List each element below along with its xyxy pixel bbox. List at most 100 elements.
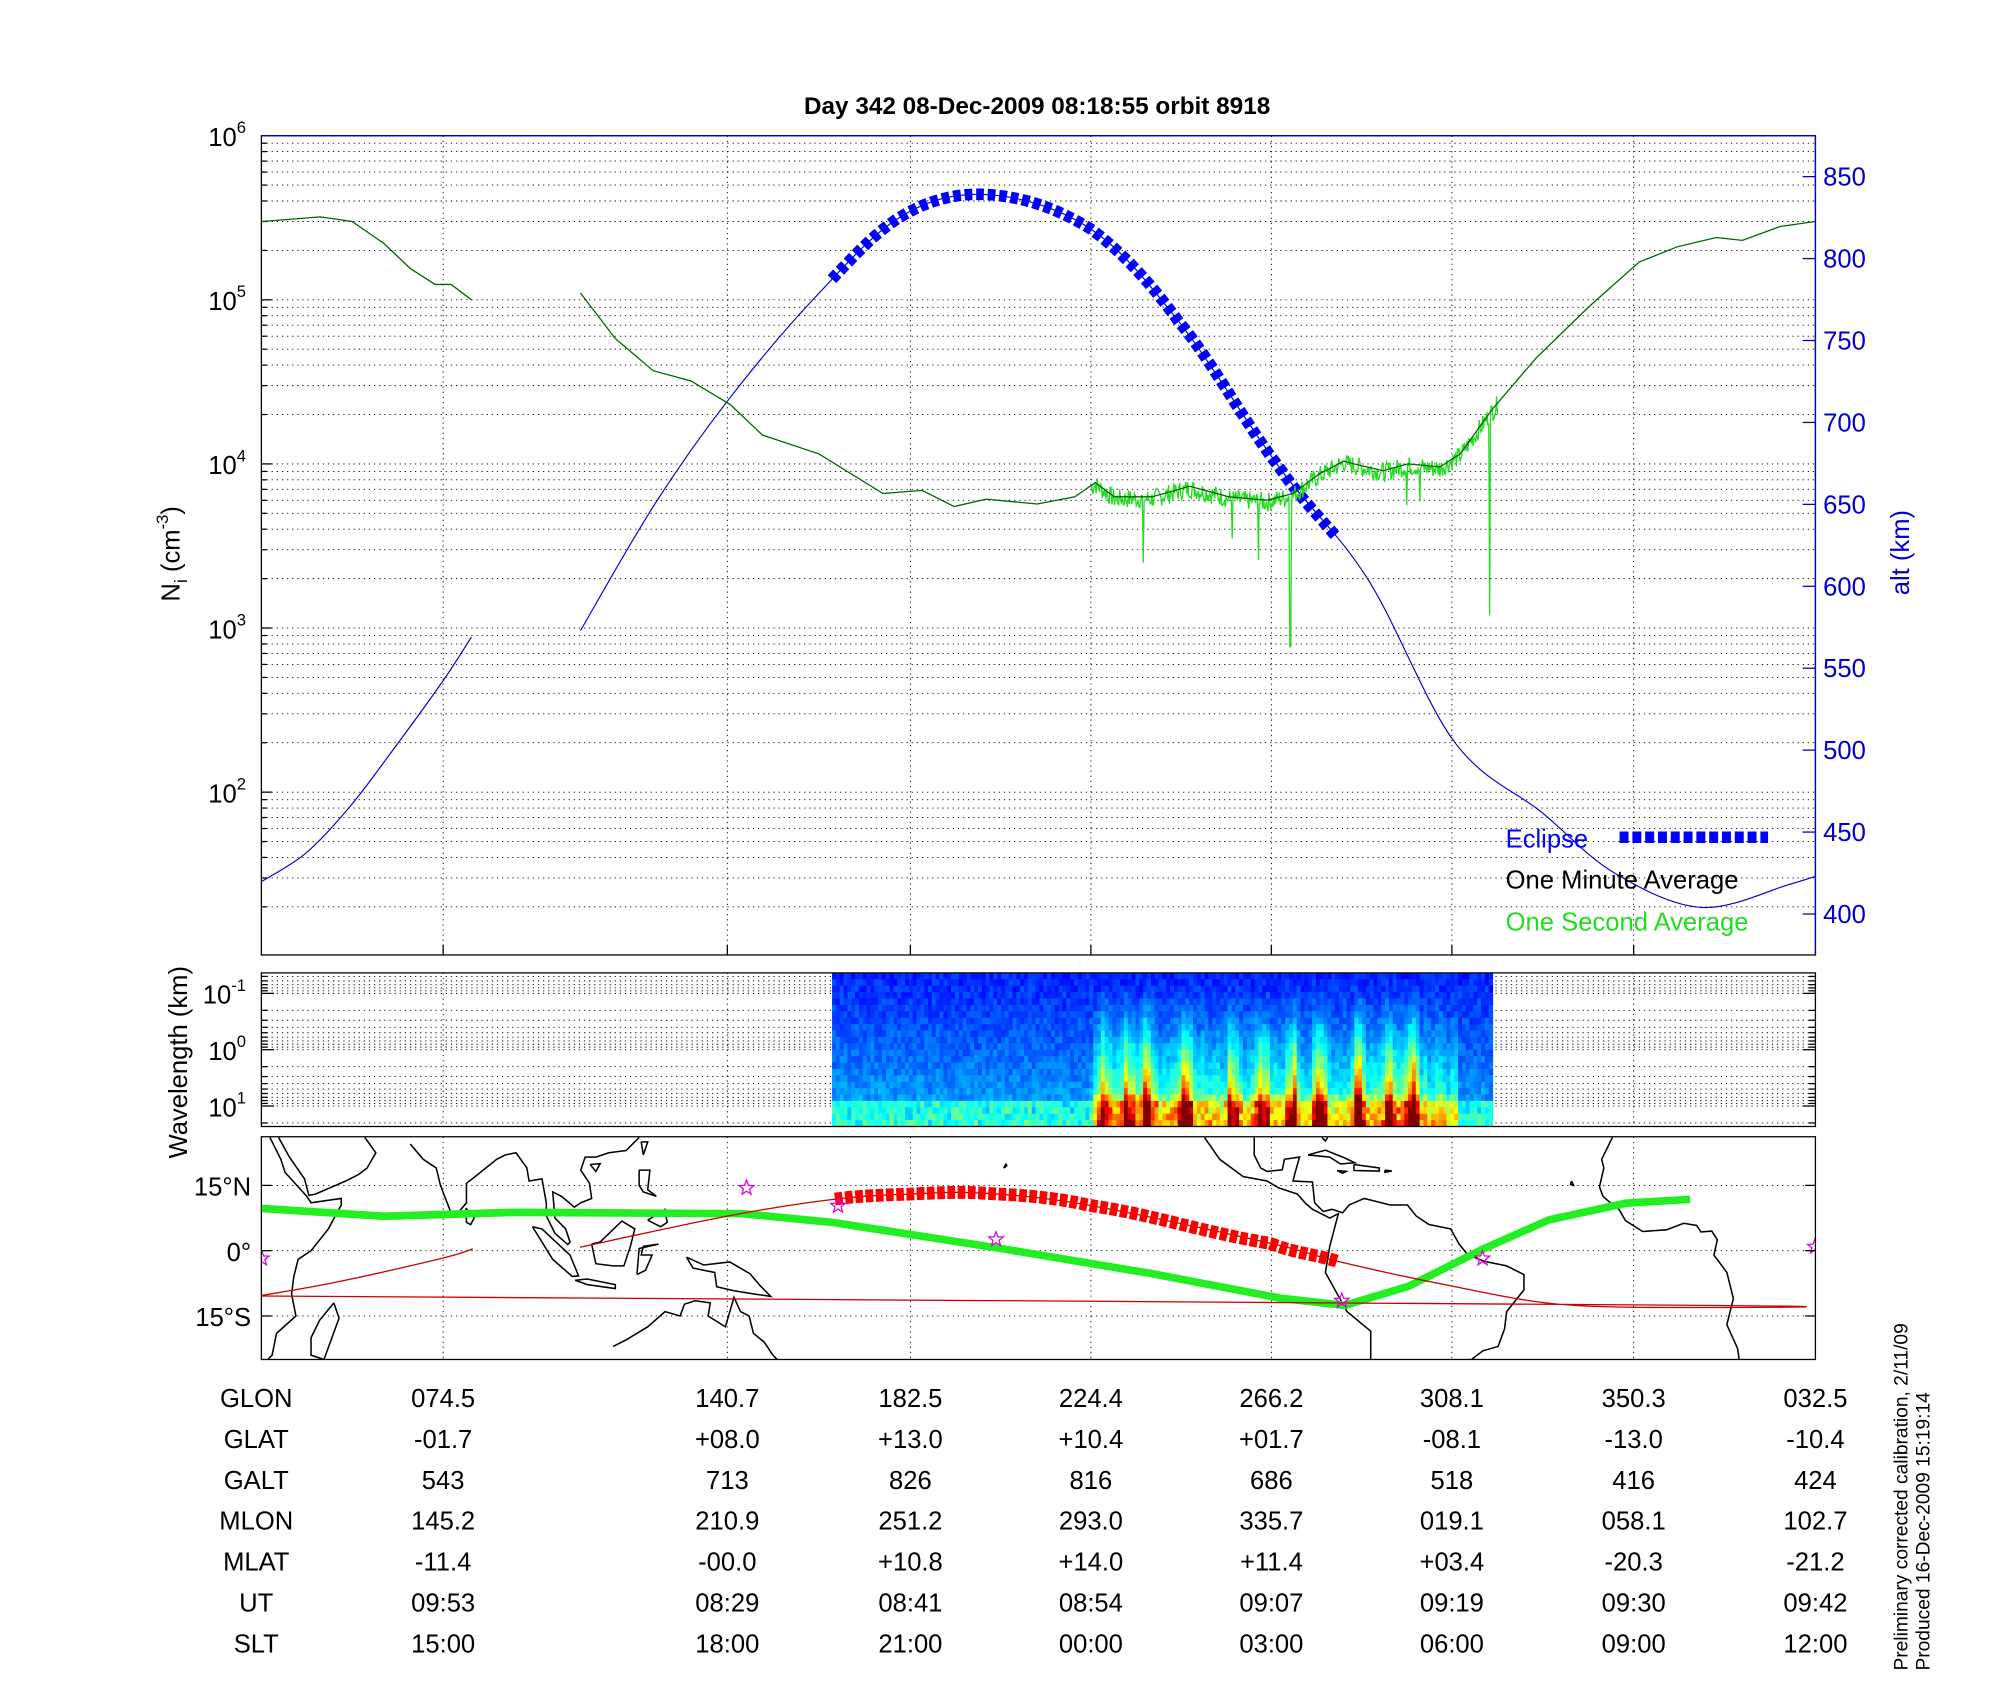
- spectrogram-cell: [1116, 1056, 1121, 1064]
- spectrogram-cell: [1338, 1049, 1344, 1057]
- spectrogram-cell: [1473, 1113, 1478, 1121]
- spectrogram-cell: [1377, 1075, 1382, 1083]
- spectrogram-cell: [1308, 1017, 1313, 1025]
- spectrogram-cell: [1319, 972, 1325, 980]
- spectrogram-cell: [1473, 1107, 1478, 1115]
- spectrogram-cell: [1323, 1036, 1328, 1044]
- spectrogram-cell: [1143, 1075, 1148, 1083]
- spectrogram-cell: [1016, 1049, 1021, 1057]
- spectrogram-cell: [1108, 972, 1113, 980]
- spectrogram-cell: [1454, 972, 1459, 980]
- spectrogram-cell: [839, 1094, 845, 1102]
- spectrogram-cell: [866, 1113, 871, 1121]
- spectrogram-cell: [889, 1075, 895, 1083]
- spectrogram-cell: [1150, 1088, 1156, 1096]
- spectrogram-cell: [1342, 1004, 1348, 1012]
- spectrogram-cell: [1050, 1043, 1056, 1051]
- spectrogram-cell: [1411, 1062, 1417, 1070]
- spectrogram-cell: [905, 1113, 910, 1121]
- spectrogram-cell: [1250, 1043, 1255, 1051]
- spectrogram-cell: [1419, 1088, 1424, 1096]
- spectrogram-cell: [1289, 1030, 1294, 1038]
- spectrogram-cell: [931, 1094, 937, 1102]
- spectrogram-cell: [1450, 998, 1455, 1006]
- spectrogram-cell: [920, 1094, 925, 1102]
- spectrogram-cell: [1450, 1049, 1455, 1057]
- spectrogram-cell: [954, 1081, 960, 1089]
- coastline: [590, 1220, 636, 1267]
- spectrogram-cell: [1312, 1120, 1317, 1128]
- spectrogram-cell: [1223, 998, 1229, 1006]
- spectrogram-cell: [881, 998, 887, 1006]
- spectrogram-cell: [1216, 1043, 1221, 1051]
- spectrogram-cell: [1269, 998, 1275, 1006]
- spectrogram-cell: [1031, 1068, 1037, 1076]
- spectrogram-cell: [1350, 1094, 1355, 1102]
- spectrogram-cell: [855, 1075, 860, 1083]
- spectrogram-cell: [1031, 972, 1037, 980]
- spectrogram-cell: [924, 1075, 929, 1083]
- spectrogram-cell: [1158, 1094, 1163, 1102]
- spectrogram-cell: [1027, 1056, 1033, 1064]
- spectrogram-cell: [1289, 1049, 1294, 1057]
- spectrogram-cell: [997, 1024, 1002, 1032]
- spectrogram-cell: [1081, 1100, 1087, 1108]
- spectrogram-cell: [1185, 972, 1190, 980]
- spectrogram-cell: [1219, 1075, 1225, 1083]
- spectrogram-cell: [1208, 1011, 1213, 1019]
- spectrogram-cell: [1323, 992, 1328, 1000]
- spectrogram-cell: [1108, 1062, 1113, 1070]
- spectrogram-cell: [1100, 992, 1106, 1000]
- spectrogram-cell: [1150, 992, 1156, 1000]
- spectrogram-cell: [1070, 1004, 1075, 1012]
- spectrogram-cell: [1231, 1049, 1236, 1057]
- spectrogram-cell: [1469, 992, 1474, 1000]
- spectrogram-cell: [1050, 1024, 1056, 1032]
- spectrogram-cell: [1235, 1100, 1240, 1108]
- spectrogram-cell: [989, 1075, 994, 1083]
- spectrogram-cell: [920, 1068, 925, 1076]
- spectrogram-cell: [901, 992, 906, 1000]
- spectrogram-cell: [1154, 1088, 1159, 1096]
- spectrogram-cell: [1262, 1036, 1267, 1044]
- spectrogram-cell: [893, 1017, 898, 1025]
- spectrogram-cell: [1208, 1068, 1213, 1076]
- spectrogram-cell: [1058, 1062, 1063, 1070]
- spectrogram-cell: [1473, 1030, 1478, 1038]
- spectrogram-cell: [1358, 1036, 1363, 1044]
- spectrogram-cell: [943, 979, 948, 987]
- spectrogram-cell: [939, 1068, 944, 1076]
- spectrogram-cell: [962, 979, 967, 987]
- spectrogram-cell: [931, 985, 937, 993]
- spectrogram-cell: [1296, 998, 1302, 1006]
- spectrogram-cell: [874, 1017, 879, 1025]
- spectrogram-cell: [889, 1056, 895, 1064]
- spectrogram-cell: [881, 1081, 887, 1089]
- spectrogram-cell: [1066, 1062, 1071, 1070]
- spectrogram-cell: [1212, 1100, 1217, 1108]
- spectrogram-cell: [1239, 1100, 1244, 1108]
- spectrogram-cell: [1143, 1094, 1148, 1102]
- spectrogram-cell: [1239, 985, 1244, 993]
- spectrogram-cell: [1227, 1094, 1232, 1102]
- spectrogram-cell: [1154, 979, 1159, 987]
- spectrogram-cell: [1454, 1075, 1459, 1083]
- spectrogram-cell: [1304, 1004, 1309, 1012]
- spectrogram-cell: [1404, 1043, 1409, 1051]
- spectrogram-cell: [1073, 1017, 1079, 1025]
- spectrogram-cell: [1404, 1049, 1409, 1057]
- spectrogram-cell: [1073, 1120, 1079, 1128]
- spectrogram-cell: [966, 1049, 971, 1057]
- spectrogram-cell: [1158, 972, 1163, 980]
- spectrogram-cell: [1227, 1017, 1232, 1025]
- spectrogram-cell: [1250, 985, 1255, 993]
- spectrogram-cell: [1020, 1120, 1025, 1128]
- spectrogram-cell: [1350, 985, 1355, 993]
- spectrogram-cell: [1465, 985, 1471, 993]
- spectrogram-cell: [912, 992, 918, 1000]
- spectrogram-cell: [1338, 1094, 1344, 1102]
- spectrogram-cell: [1200, 1088, 1206, 1096]
- spectrogram-cell: [1035, 1017, 1040, 1025]
- spectrogram-cell: [1377, 979, 1382, 987]
- spectrogram-cell: [1246, 985, 1252, 993]
